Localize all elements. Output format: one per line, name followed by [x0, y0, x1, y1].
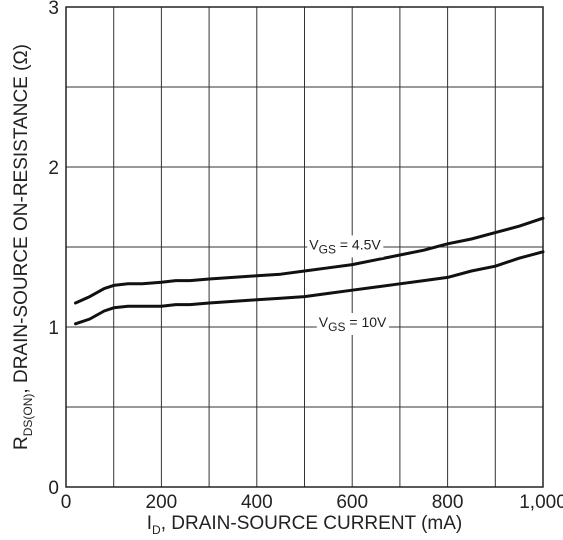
y-tick-label: 2 [48, 158, 59, 179]
y-tick-label: 0 [48, 478, 59, 499]
plot-frame [65, 6, 544, 488]
x-tick-label: 0 [61, 492, 72, 513]
x-tick-label: 1,000 [519, 492, 563, 513]
x-tick-label: 200 [146, 492, 178, 513]
series-group [74, 216, 545, 326]
x-tick-label: 800 [432, 492, 464, 513]
x-tick-label: 600 [336, 492, 368, 513]
tick-labels: 0 200 400 600 800 1,000 0 1 2 3 [48, 0, 563, 513]
series-line-1 [74, 250, 545, 326]
y-tick-label: 1 [48, 318, 59, 339]
series-label-vgs-4.5v: VGS = 4.5V [307, 235, 384, 258]
svg-text:VGS = 10V: VGS = 10V [319, 314, 387, 334]
series-line-0 [74, 216, 545, 305]
y-axis-label: RDS(ON), DRAIN-SOURCE ON-RESISTANCE (Ω) [11, 44, 35, 450]
x-axis-label: ID, DRAIN-SOURCE CURRENT (mA) [147, 513, 463, 537]
svg-text:VGS = 4.5V: VGS = 4.5V [309, 236, 381, 256]
series-label-vgs-10v: VGS = 10V [316, 313, 390, 335]
y-tick-label: 3 [48, 0, 59, 19]
grid [65, 6, 544, 488]
x-tick-label: 400 [241, 492, 273, 513]
